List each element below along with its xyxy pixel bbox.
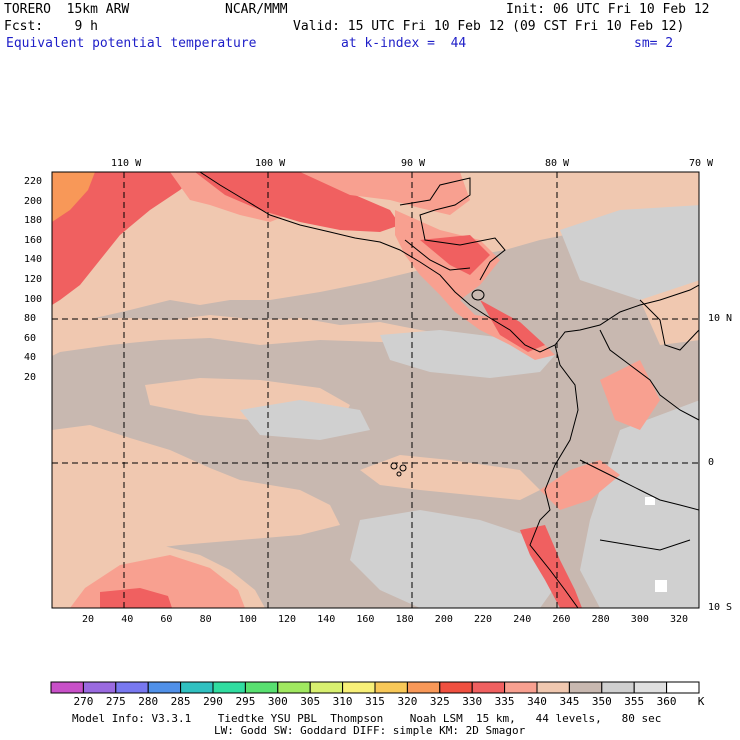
colorbar-swatch	[439, 681, 473, 694]
lat-label-10n: 10 N	[708, 313, 733, 324]
smoothing-label: sm= 2	[634, 36, 674, 51]
plot-frame	[51, 171, 700, 609]
colorbar-label: 310	[332, 695, 353, 708]
y-tick-label: 200	[24, 195, 43, 207]
colorbar-swatch	[601, 681, 635, 694]
x-tick-label: 300	[630, 614, 649, 625]
x-tick-label: 240	[513, 614, 532, 625]
colorbar-label: 335	[494, 695, 515, 708]
colorbar-swatch	[342, 681, 376, 694]
lon-label-110w: 110 W	[111, 158, 142, 169]
x-tick-label: 140	[317, 614, 336, 625]
x-tick-label: 160	[356, 614, 375, 625]
x-tick-label: 220	[474, 614, 493, 625]
colorbar-swatch	[666, 681, 700, 694]
colorbar-label: 320	[397, 695, 418, 708]
colorbar-label: 280	[138, 695, 159, 708]
physics-info: LW: Godd SW: Goddard DIFF: simple KM: 2D…	[214, 724, 526, 737]
forecast-hour: Fcst: 9 h	[4, 19, 98, 34]
colorbar-swatch	[536, 681, 570, 694]
colorbar-swatch	[82, 681, 117, 694]
lon-label-80w: 80 W	[545, 158, 570, 169]
x-tick-label: 180	[395, 614, 414, 625]
x-tick-label: 40	[121, 614, 134, 625]
y-tick-label: 20	[24, 372, 37, 383]
colorbar-label: 350	[591, 695, 612, 708]
colorbar-swatch	[568, 681, 603, 694]
coastlines	[199, 172, 699, 608]
y-tick-label: 40	[24, 352, 37, 364]
colorbar-label: 340	[527, 695, 547, 708]
colorbar-swatch	[180, 681, 214, 694]
x-tick-label: 120	[278, 614, 297, 625]
x-tick-label: 20	[82, 614, 95, 625]
colorbar-label: 275	[105, 695, 126, 708]
temperature-field	[52, 172, 699, 608]
colorbar-label: 285	[170, 695, 191, 708]
graticule	[52, 172, 699, 608]
x-tick-label: 260	[552, 614, 571, 625]
colorbar-swatch	[504, 681, 538, 694]
y-tick-label: 100	[24, 293, 43, 305]
colorbar-label: 330	[462, 695, 483, 708]
colorbar-swatch	[406, 681, 441, 694]
colorbar-label: 355	[624, 695, 645, 708]
lat-label-0: 0	[708, 457, 715, 468]
y-tick-label: 220	[24, 176, 43, 187]
y-tick-label: 60	[24, 332, 37, 344]
colorbar-label: 290	[203, 695, 223, 708]
colorbar-label: 300	[267, 695, 288, 708]
x-tick-label: 280	[591, 614, 610, 625]
x-tick-label: 80	[199, 614, 212, 625]
field-name: Equivalent potential temperature	[6, 36, 257, 51]
colorbar	[50, 681, 700, 694]
colorbar-label: 325	[429, 695, 450, 708]
colorbar-label: 270	[73, 695, 94, 708]
colorbar-swatch	[212, 681, 246, 694]
x-tick-label: 320	[670, 614, 689, 625]
lon-label-70w: 70 W	[689, 158, 714, 169]
colorbar-swatch	[277, 681, 311, 694]
colorbar-swatch	[309, 681, 344, 694]
colorbar-swatch	[471, 681, 506, 694]
colorbar-swatch	[115, 681, 149, 694]
lon-label-100w: 100 W	[255, 158, 286, 169]
y-tick-label: 120	[24, 274, 43, 285]
y-tick-label: 80	[24, 313, 37, 325]
y-tick-label: 140	[24, 254, 43, 266]
valid-time: Valid: 15 UTC Fri 10 Feb 12 (09 CST Fri …	[293, 19, 685, 34]
level-index: at k-index = 44	[341, 36, 467, 51]
init-time: Init: 06 UTC Fri 10 Feb 12	[506, 2, 710, 17]
colorbar-label: 295	[235, 695, 256, 708]
center-name: NCAR/MMM	[225, 2, 288, 17]
colorbar-unit: K	[697, 695, 705, 708]
x-tick-label: 100	[238, 614, 257, 625]
y-tick-label: 180	[24, 215, 43, 227]
colorbar-swatch	[374, 681, 408, 694]
colorbar-label: 305	[300, 695, 321, 708]
y-tick-label: 160	[24, 234, 43, 246]
lon-label-90w: 90 W	[401, 158, 426, 169]
lat-label-10s: 10 S	[708, 602, 733, 613]
colorbar-swatch	[244, 681, 279, 694]
model-info: Model Info: V3.3.1 Tiedtke YSU PBL Thomp…	[72, 712, 662, 725]
x-tick-label: 200	[434, 614, 453, 625]
colorbar-swatch	[633, 681, 668, 694]
colorbar-swatch	[147, 681, 182, 694]
colorbar-label: 360	[656, 695, 677, 708]
x-tick-label: 60	[160, 614, 173, 625]
colorbar-label: 345	[559, 695, 580, 708]
model-name: TORERO 15km ARW	[4, 2, 130, 17]
colorbar-swatch	[50, 681, 84, 694]
colorbar-label: 315	[365, 695, 385, 708]
